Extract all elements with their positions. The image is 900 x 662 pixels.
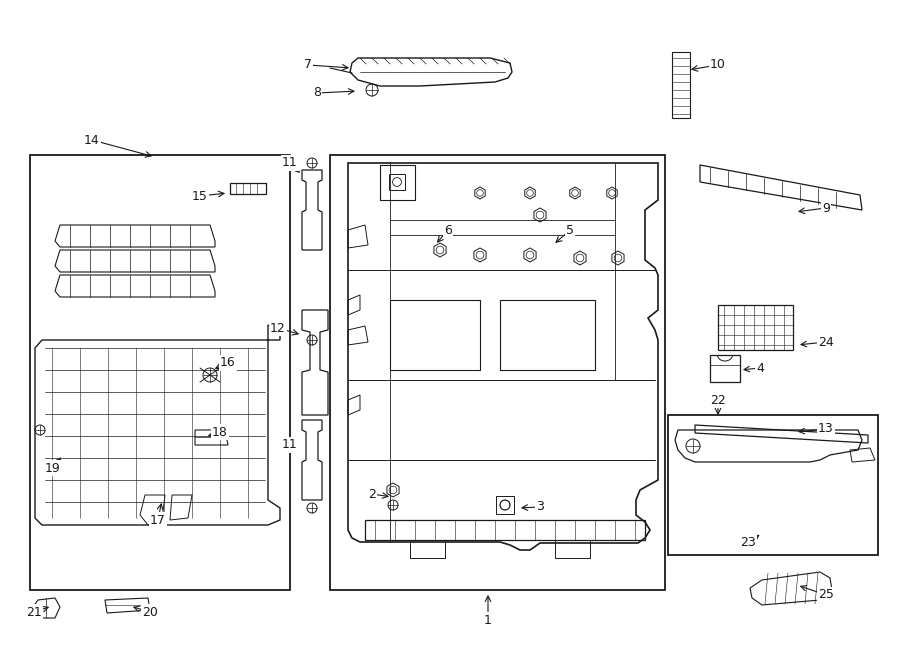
Text: 12: 12 xyxy=(270,322,286,334)
Bar xyxy=(500,300,595,370)
Bar xyxy=(390,300,480,370)
Bar xyxy=(330,155,665,590)
Text: 23: 23 xyxy=(740,536,756,549)
Bar xyxy=(365,520,645,540)
Text: 17: 17 xyxy=(150,514,166,526)
Text: 25: 25 xyxy=(818,589,834,602)
Text: 21: 21 xyxy=(26,606,42,618)
Bar xyxy=(672,52,690,118)
Bar xyxy=(710,355,740,382)
Text: 9: 9 xyxy=(822,201,830,214)
Bar xyxy=(555,540,590,558)
Text: 2: 2 xyxy=(368,487,376,500)
Text: 11: 11 xyxy=(282,438,298,451)
Text: 6: 6 xyxy=(444,224,452,236)
Text: 4: 4 xyxy=(756,361,764,375)
Bar xyxy=(380,165,415,200)
Bar xyxy=(30,155,290,590)
Text: 13: 13 xyxy=(818,422,834,436)
Text: 24: 24 xyxy=(818,336,834,348)
Bar xyxy=(389,174,405,190)
Text: 8: 8 xyxy=(313,87,321,99)
Text: 5: 5 xyxy=(566,224,574,236)
Bar xyxy=(668,415,878,555)
Text: 18: 18 xyxy=(212,426,228,438)
Text: 16: 16 xyxy=(220,357,236,369)
Text: 19: 19 xyxy=(45,461,61,475)
Text: 20: 20 xyxy=(142,606,157,618)
Text: 11: 11 xyxy=(282,156,298,169)
Text: 22: 22 xyxy=(710,393,726,406)
Text: 10: 10 xyxy=(710,58,726,71)
Text: 15: 15 xyxy=(192,189,208,203)
Bar xyxy=(410,540,445,558)
Text: 1: 1 xyxy=(484,614,492,626)
Text: 7: 7 xyxy=(304,58,312,71)
Text: 14: 14 xyxy=(84,134,100,146)
Bar xyxy=(496,496,514,514)
Bar xyxy=(718,305,793,350)
Text: 3: 3 xyxy=(536,500,544,514)
Bar xyxy=(230,183,266,194)
